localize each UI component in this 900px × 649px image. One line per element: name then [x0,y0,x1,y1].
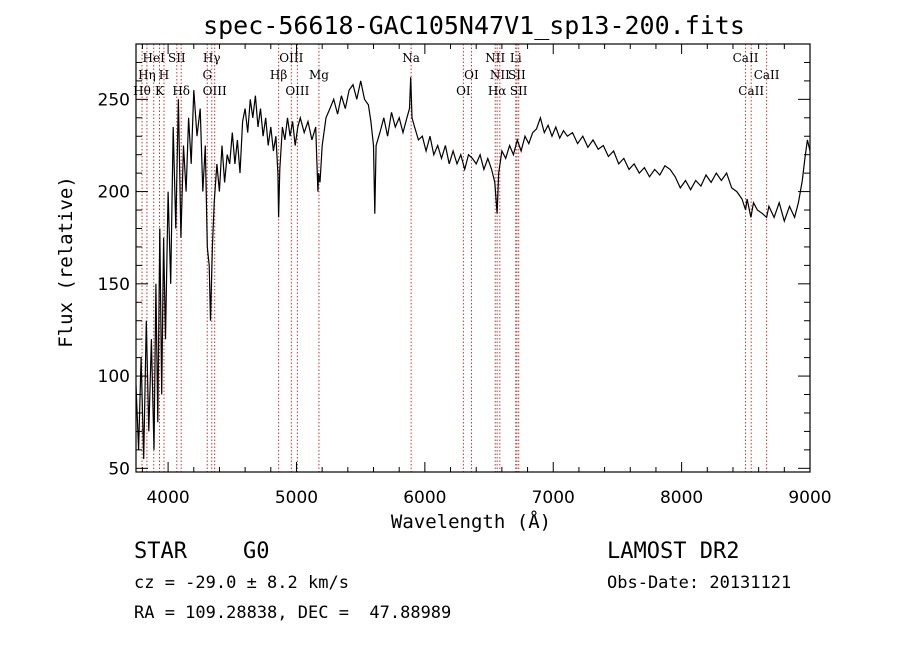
spectral-line-label: Hα [488,84,507,98]
spectral-line-label: NII [485,51,505,65]
spectral-line-label: CaII [733,51,759,65]
x-axis-label: Wavelength (Å) [391,510,551,533]
y-tick-label: 200 [98,183,130,203]
spectral-line-label: CaII [754,68,780,82]
subclass: G0 [243,539,270,564]
y-axis-label: Flux (relative) [55,176,77,348]
x-tick-label: 7000 [532,488,575,508]
x-tick-label: 5000 [275,488,318,508]
observation-date: Obs-Date: 20131121 [607,573,792,593]
x-tick-label: 4000 [146,488,189,508]
x-tick-label: 6000 [403,488,446,508]
y-tick-label: 250 [98,90,130,110]
coordinates-text: RA = 109.28838, DEC = 47.88989 [134,603,452,623]
spectral-line-label: OI [464,68,479,82]
plot-frame [135,43,811,473]
spectral-line-label: SII [508,68,526,82]
spectral-line-label: OI [456,84,471,98]
spectral-line-label: G [202,68,212,82]
spectral-line-label: Mg [309,68,329,82]
spectral-line-label: NII [490,68,510,82]
spectrum-series [136,77,810,460]
spectral-line-label: OIII [285,84,309,98]
line-markers [141,44,768,472]
spectral-line-label: Hθ [133,84,151,98]
spectral-line-label: Hγ [203,51,221,65]
x-tick-label: 9000 [788,488,831,508]
spectrum-line [136,77,810,460]
spectral-line-label: OIII [203,84,227,98]
plot-border [135,43,811,473]
spectral-line-label: Hη [138,68,156,82]
chart-title: spec-56618-GAC105N47V1_sp13-200.fits [203,11,745,40]
spectral-line-label: K [155,84,165,98]
spectral-line-label: SII [168,51,186,65]
spectral-line-label: Li [510,51,522,65]
spectral-line-label: CaII [738,84,764,98]
spectral-line-label: OIII [279,51,303,65]
object-class: STAR [134,539,187,564]
survey-name: LAMOST DR2 [607,539,740,564]
y-tick-label: 50 [108,459,130,479]
spectral-line-label: Na [402,51,420,65]
y-tick-label: 150 [98,275,130,295]
spectral-line-label: Hδ [172,84,190,98]
spectral-line-label: H [159,68,169,82]
spectral-line-label: SII [510,84,528,98]
spectral-line-label: HeI [143,51,166,65]
x-tick-label: 8000 [660,488,703,508]
redshift-text: cz = -29.0 ± 8.2 km/s [134,573,349,593]
axis-ticks: 4000 5000 6000 7000 8000 9000 50 100 150 200 250 [98,43,832,508]
y-tick-label: 100 [98,367,130,387]
spectral-line-label: Hβ [270,68,287,82]
